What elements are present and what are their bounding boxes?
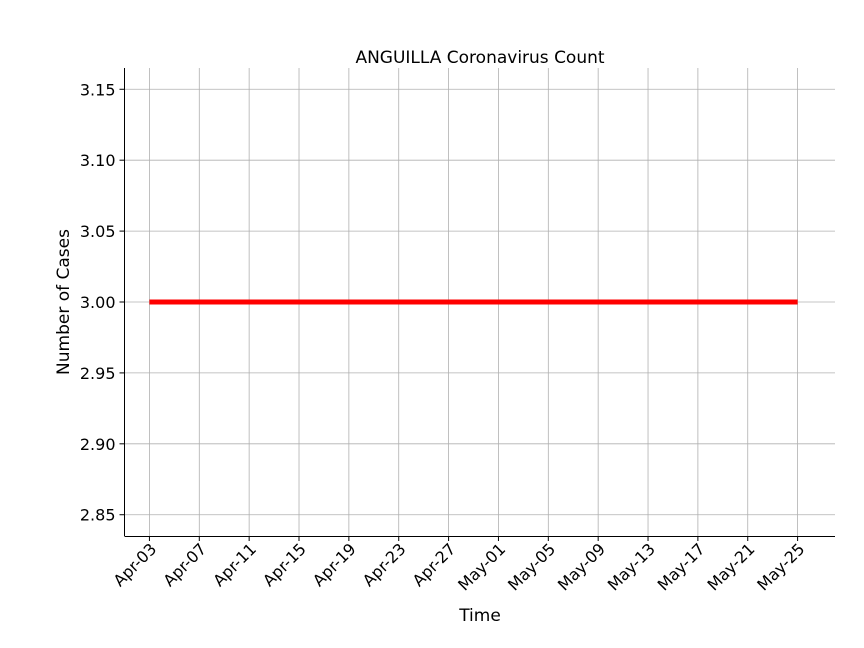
x-tick-label: Apr-23 [359, 539, 410, 590]
x-tick-label: May-05 [504, 539, 559, 594]
x-tick-label: May-17 [654, 539, 709, 594]
x-tick-label: May-21 [703, 539, 758, 594]
x-tick-label: Apr-15 [259, 539, 310, 590]
x-tick-label: May-09 [554, 539, 609, 594]
x-tick-label: Apr-11 [209, 539, 260, 590]
x-tick-label: Apr-03 [109, 539, 160, 590]
y-tick-label: 2.90 [80, 435, 116, 454]
x-tick-label: Apr-07 [159, 539, 210, 590]
x-tick-label: Apr-27 [409, 539, 460, 590]
x-tick-label: May-01 [454, 539, 509, 594]
x-tick-label: May-13 [604, 539, 659, 594]
y-ticks: 2.85 2.90 2.95 3.00 3.05 3.10 3.15 [80, 80, 125, 525]
y-tick-label: 2.85 [80, 506, 116, 525]
y-tick-label: 3.05 [80, 222, 116, 241]
x-tick-label: May-25 [753, 539, 808, 594]
y-tick-label: 3.15 [80, 80, 116, 99]
y-tick-label: 2.95 [80, 364, 116, 383]
x-axis-label: Time [458, 606, 501, 626]
x-ticks: Apr-03 Apr-07 Apr-11 Apr-15 Apr-19 Apr-23 Apr-… [109, 536, 808, 595]
chart-title: ANGUILLA Coronavirus Count [355, 48, 604, 68]
y-tick-label: 3.00 [80, 293, 116, 312]
y-tick-label: 3.10 [80, 151, 116, 170]
x-tick-label: Apr-19 [309, 539, 360, 590]
y-axis-label: Number of Cases [54, 229, 74, 375]
